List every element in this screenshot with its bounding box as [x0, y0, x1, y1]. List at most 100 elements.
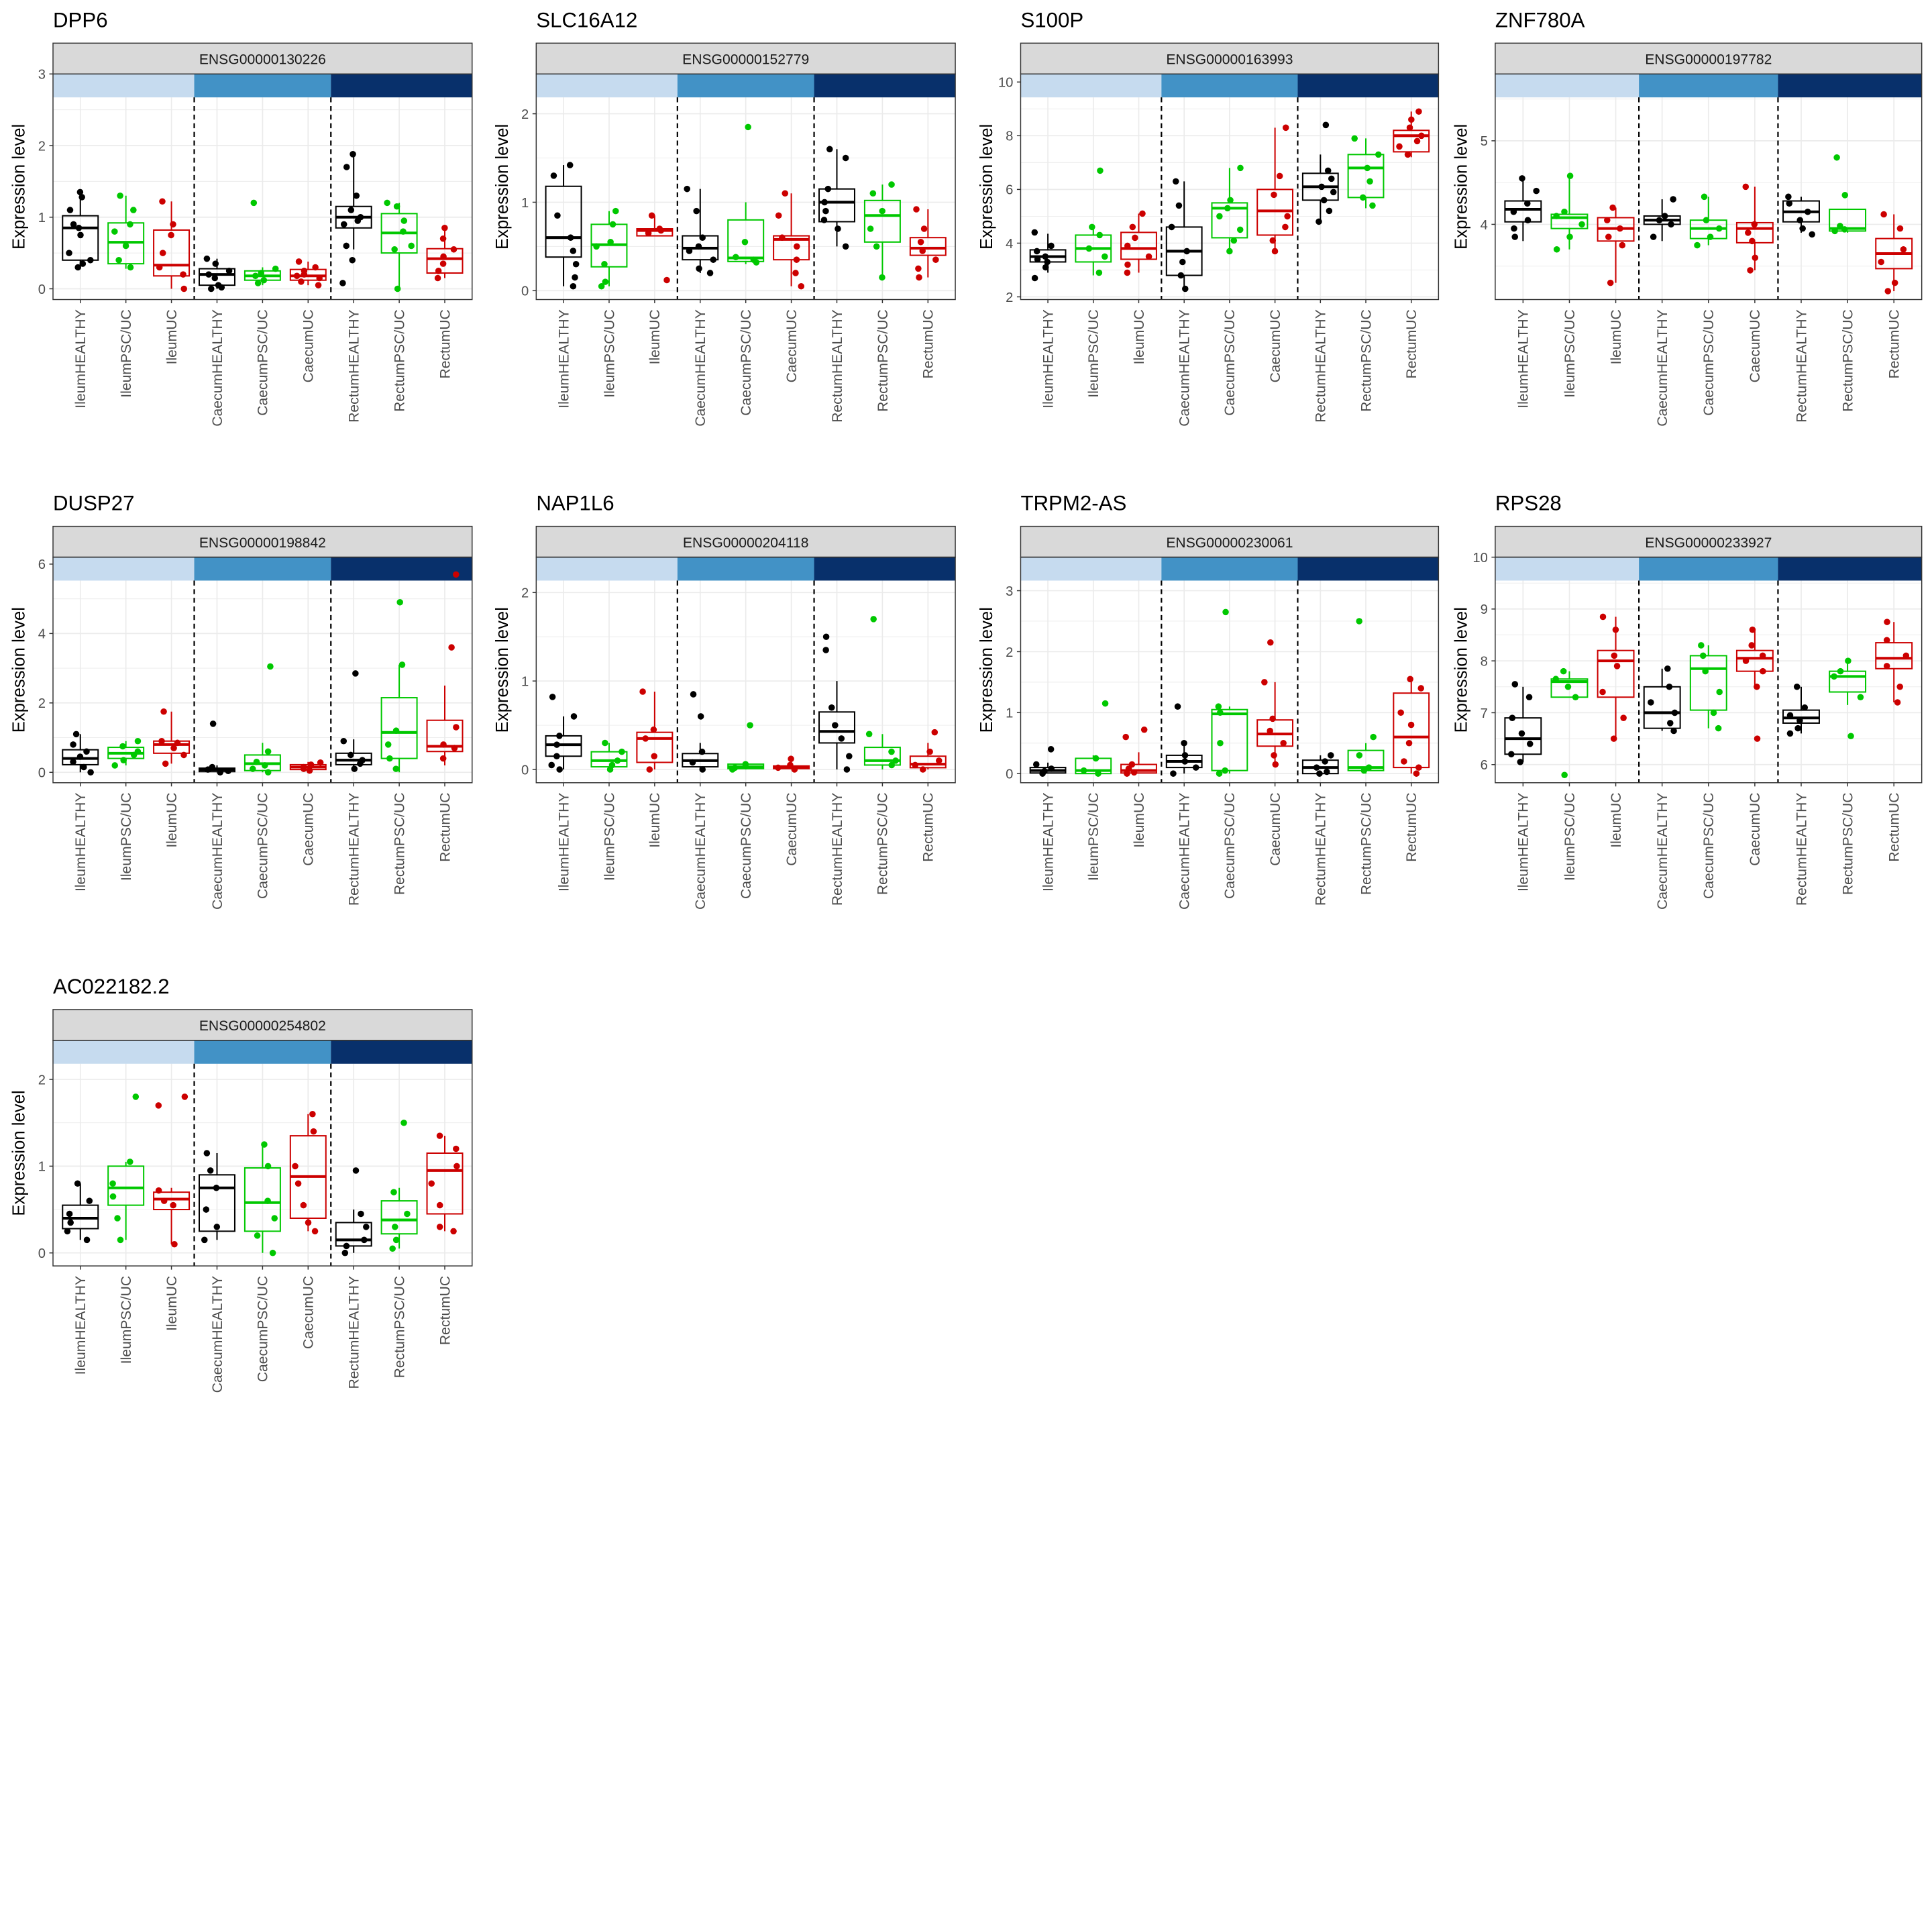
data-point [264, 1163, 272, 1170]
data-point [311, 1228, 319, 1235]
data-point [1670, 196, 1676, 203]
data-point [358, 1210, 364, 1218]
data-point [1328, 175, 1335, 182]
region-band-rectum [1297, 557, 1439, 581]
x-tick-label: RectumPSC/UC [1840, 793, 1856, 896]
panel-border [1495, 556, 1923, 784]
box-iqr [1735, 649, 1774, 672]
data-point [441, 224, 448, 231]
data-point [343, 1242, 350, 1250]
region-band-ileum [1495, 74, 1640, 98]
data-point [111, 762, 119, 769]
data-point [76, 189, 84, 196]
data-point [1752, 254, 1759, 262]
data-point [312, 264, 319, 271]
data-point [1222, 608, 1229, 616]
data-point [1609, 204, 1616, 211]
region-band-caecum [1161, 74, 1298, 98]
data-point [119, 743, 126, 750]
data-point [159, 198, 166, 205]
facet-strip [535, 525, 956, 558]
box-rectumpscuc [380, 599, 418, 773]
data-point [1124, 269, 1131, 276]
data-point [1318, 183, 1325, 191]
data-point [1269, 715, 1276, 722]
data-point [439, 755, 447, 762]
x-tick-label: CaecumUC [784, 309, 800, 382]
data-point [1747, 267, 1754, 274]
data-point [212, 260, 219, 267]
data-point [619, 748, 625, 755]
data-point [1267, 727, 1273, 735]
data-point [392, 1236, 400, 1244]
data-point [1896, 225, 1904, 232]
data-point [1891, 279, 1898, 286]
box-rectumpscuc [863, 616, 901, 770]
data-point [1284, 213, 1291, 220]
x-tick-label: IleumPSC/UC [1086, 793, 1102, 881]
data-point [822, 207, 829, 215]
x-tick-label: CaecumUC [301, 793, 317, 866]
data-point [775, 212, 782, 219]
data-point [392, 1224, 398, 1230]
x-tick-label: CaecumHEALTHY [693, 309, 708, 427]
data-point [1324, 768, 1330, 775]
panel-title: DUSP27 [53, 492, 134, 515]
data-point [1785, 193, 1792, 201]
data-point [1794, 724, 1801, 732]
data-point [832, 722, 839, 729]
data-point [1837, 223, 1843, 229]
y-tick-label: 2 [521, 586, 529, 601]
box-ileumuc [153, 708, 191, 767]
data-point [109, 1180, 116, 1187]
data-point [1759, 652, 1766, 659]
box-caecumhealthy [198, 255, 235, 292]
data-point [1145, 253, 1152, 260]
data-point [1742, 657, 1750, 664]
data-point [363, 1224, 370, 1230]
data-point [1316, 218, 1322, 225]
data-point [450, 1228, 457, 1235]
data-point [1413, 770, 1420, 777]
data-point [1578, 221, 1585, 228]
data-point [1801, 704, 1809, 711]
data-point [205, 766, 211, 773]
x-tick-label: RectumHEALTHY [1794, 309, 1809, 423]
data-point [1560, 667, 1567, 675]
data-point [1831, 673, 1837, 680]
box-iqr [1211, 708, 1248, 771]
data-point [888, 761, 896, 769]
data-point [72, 731, 80, 738]
data-point [294, 1180, 302, 1187]
data-point [1048, 242, 1055, 250]
data-point [306, 767, 313, 774]
data-point [181, 1093, 189, 1100]
y-axis-label: Expression level [493, 124, 512, 250]
box-caecumhealthy [1165, 703, 1203, 777]
facet-strip-label: ENSG00000254802 [199, 1018, 326, 1034]
data-point [1375, 151, 1382, 158]
data-point [1406, 124, 1413, 131]
region-band-rectum [814, 557, 956, 581]
box-ileumuc [1597, 204, 1635, 286]
box-ileumpscuc [1550, 667, 1589, 778]
box-ileumpscuc [107, 737, 145, 769]
y-axis-label: Expression level [10, 124, 29, 250]
data-point [1085, 245, 1093, 252]
data-point [70, 758, 76, 765]
data-point [451, 745, 458, 751]
box-rectumpscuc [1347, 135, 1385, 209]
data-point [384, 199, 390, 207]
facet-strip [1020, 42, 1440, 74]
data-point [1760, 667, 1766, 675]
data-point [396, 599, 403, 606]
y-tick-label: 3 [1006, 584, 1013, 599]
y-tick-label: 6 [1006, 183, 1013, 198]
data-point [207, 1167, 214, 1174]
x-tick-label: CaecumUC [1268, 309, 1283, 382]
data-point [1192, 764, 1199, 771]
data-point [549, 694, 556, 700]
box-iqr [1347, 154, 1385, 199]
data-point [1511, 233, 1519, 240]
data-point [1670, 727, 1677, 735]
